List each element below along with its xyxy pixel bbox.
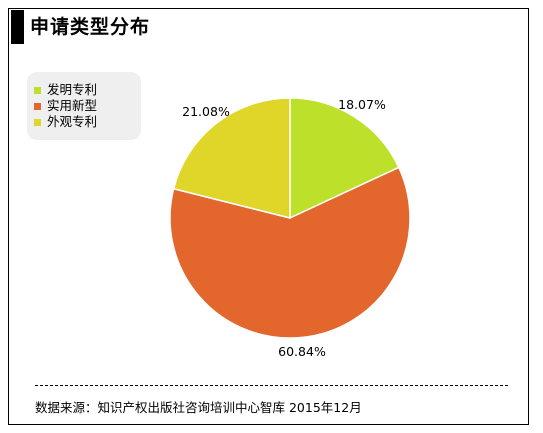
pie-label-1: 60.84% xyxy=(278,344,326,359)
source-divider xyxy=(35,385,508,386)
pie-label-2: 21.08% xyxy=(182,104,230,119)
pie-label-0: 18.07% xyxy=(338,97,386,112)
source-note: 数据来源：知识产权出版社咨询培训中心智库 2015年12月 xyxy=(35,400,362,416)
